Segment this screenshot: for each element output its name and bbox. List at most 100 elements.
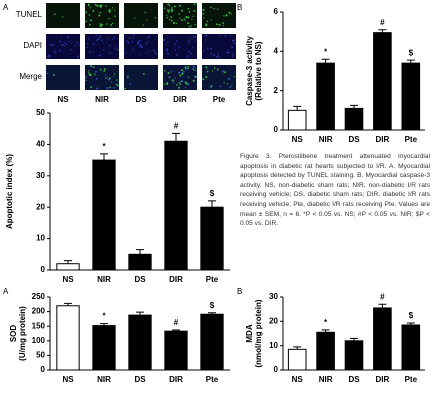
y-axis-label: SOD [9,325,18,343]
stain-dot [164,70,166,72]
x-tick-label: DIR [376,375,390,384]
y-tick-label: 0 [274,125,279,134]
stain-dot [146,51,149,54]
micrograph [124,34,158,59]
stain-dot [166,16,168,19]
stain-dot [231,53,234,56]
stain-dot [187,42,190,44]
y-axis-label: Caspase-3 activity [245,36,254,106]
stain-dot [171,7,173,9]
micrograph [85,65,119,90]
stain-dot [191,18,193,20]
stain-dot [124,87,127,90]
stain-dot [90,65,93,68]
stain-dot [52,43,54,46]
stain-dot [111,7,114,9]
stain-dot [154,52,157,55]
error-bar [136,311,144,316]
x-tick-label: DS [134,375,146,384]
stain-dot [166,8,169,11]
stain-dot [105,77,107,80]
stain-dot [171,79,173,81]
stain-dot [87,37,90,40]
stain-dot [206,47,209,50]
stain-dot [132,48,134,50]
stain-dot [113,75,115,77]
stain-dot [218,23,221,26]
stain-dot [223,71,226,74]
y-tick-label: 30 [36,171,45,180]
stain-dot [92,9,95,12]
stain-dot [226,48,229,51]
stain-dot [128,37,131,40]
stain-dot [154,17,157,19]
bar [373,307,392,371]
stain-dot [53,13,56,16]
y-axis-label: (Relative to NS) [254,41,263,100]
bar [92,325,116,371]
image-row-label: Merge [19,72,42,81]
x-tick-label: NIR [97,275,111,284]
y-tick-label: 4 [274,46,279,55]
y-tick-label: 40 [36,140,45,149]
micrograph [46,34,80,59]
bar [287,109,307,131]
x-tick-label: DS [348,135,360,144]
stain-dot [227,83,229,85]
significance-marker: * [102,312,106,321]
y-tick-label: 150 [32,321,46,330]
x-tick-label: Pte [206,275,219,284]
stain-dot [202,78,205,81]
stain-dot [88,70,90,72]
stain-dot [89,50,92,53]
error-bar [136,249,144,255]
bar [316,62,335,131]
stain-dot [184,86,187,89]
stain-dot [94,3,97,6]
stain-dot [94,73,96,75]
stain-dot [140,44,142,47]
stain-dot [179,17,181,20]
micrograph [46,65,80,90]
stain-dot [86,42,89,45]
stain-dot [167,3,170,6]
y-tick-label: 10 [269,341,278,350]
y-tick-label: 0 [274,365,279,374]
bar [401,62,421,131]
stain-dot [138,45,141,48]
stain-dot [174,49,177,52]
error-bar [321,329,330,333]
stain-dot [166,82,169,85]
x-tick-label: Pte [206,375,219,384]
stain-dot [60,36,63,38]
stain-dot [98,14,101,17]
stain-dot [184,81,187,84]
stain-dot [108,78,111,81]
stain-dot [87,4,90,7]
stain-dot [187,54,190,57]
stain-dot [95,77,98,80]
stain-dot [102,49,105,51]
y-tick-label: 20 [36,202,45,211]
stain-dot [193,3,196,5]
stain-dot [183,18,186,20]
stain-dot [100,5,103,8]
stain-dot [101,23,103,26]
stain-dot [109,86,111,89]
stain-dot [215,23,218,26]
stain-dot [216,8,219,11]
stain-dot [134,17,136,19]
stain-dot [192,15,194,17]
stain-dot [165,43,167,46]
stain-dot [188,11,191,13]
micrograph [85,3,119,28]
stain-dot [170,16,173,18]
stain-dot [191,46,194,49]
stain-dot [180,9,183,12]
bar [316,331,335,371]
stain-dot [187,22,189,25]
stain-dot [194,35,197,38]
stain-dot [206,20,209,23]
stain-dot [233,42,236,45]
error-bar [208,200,216,208]
